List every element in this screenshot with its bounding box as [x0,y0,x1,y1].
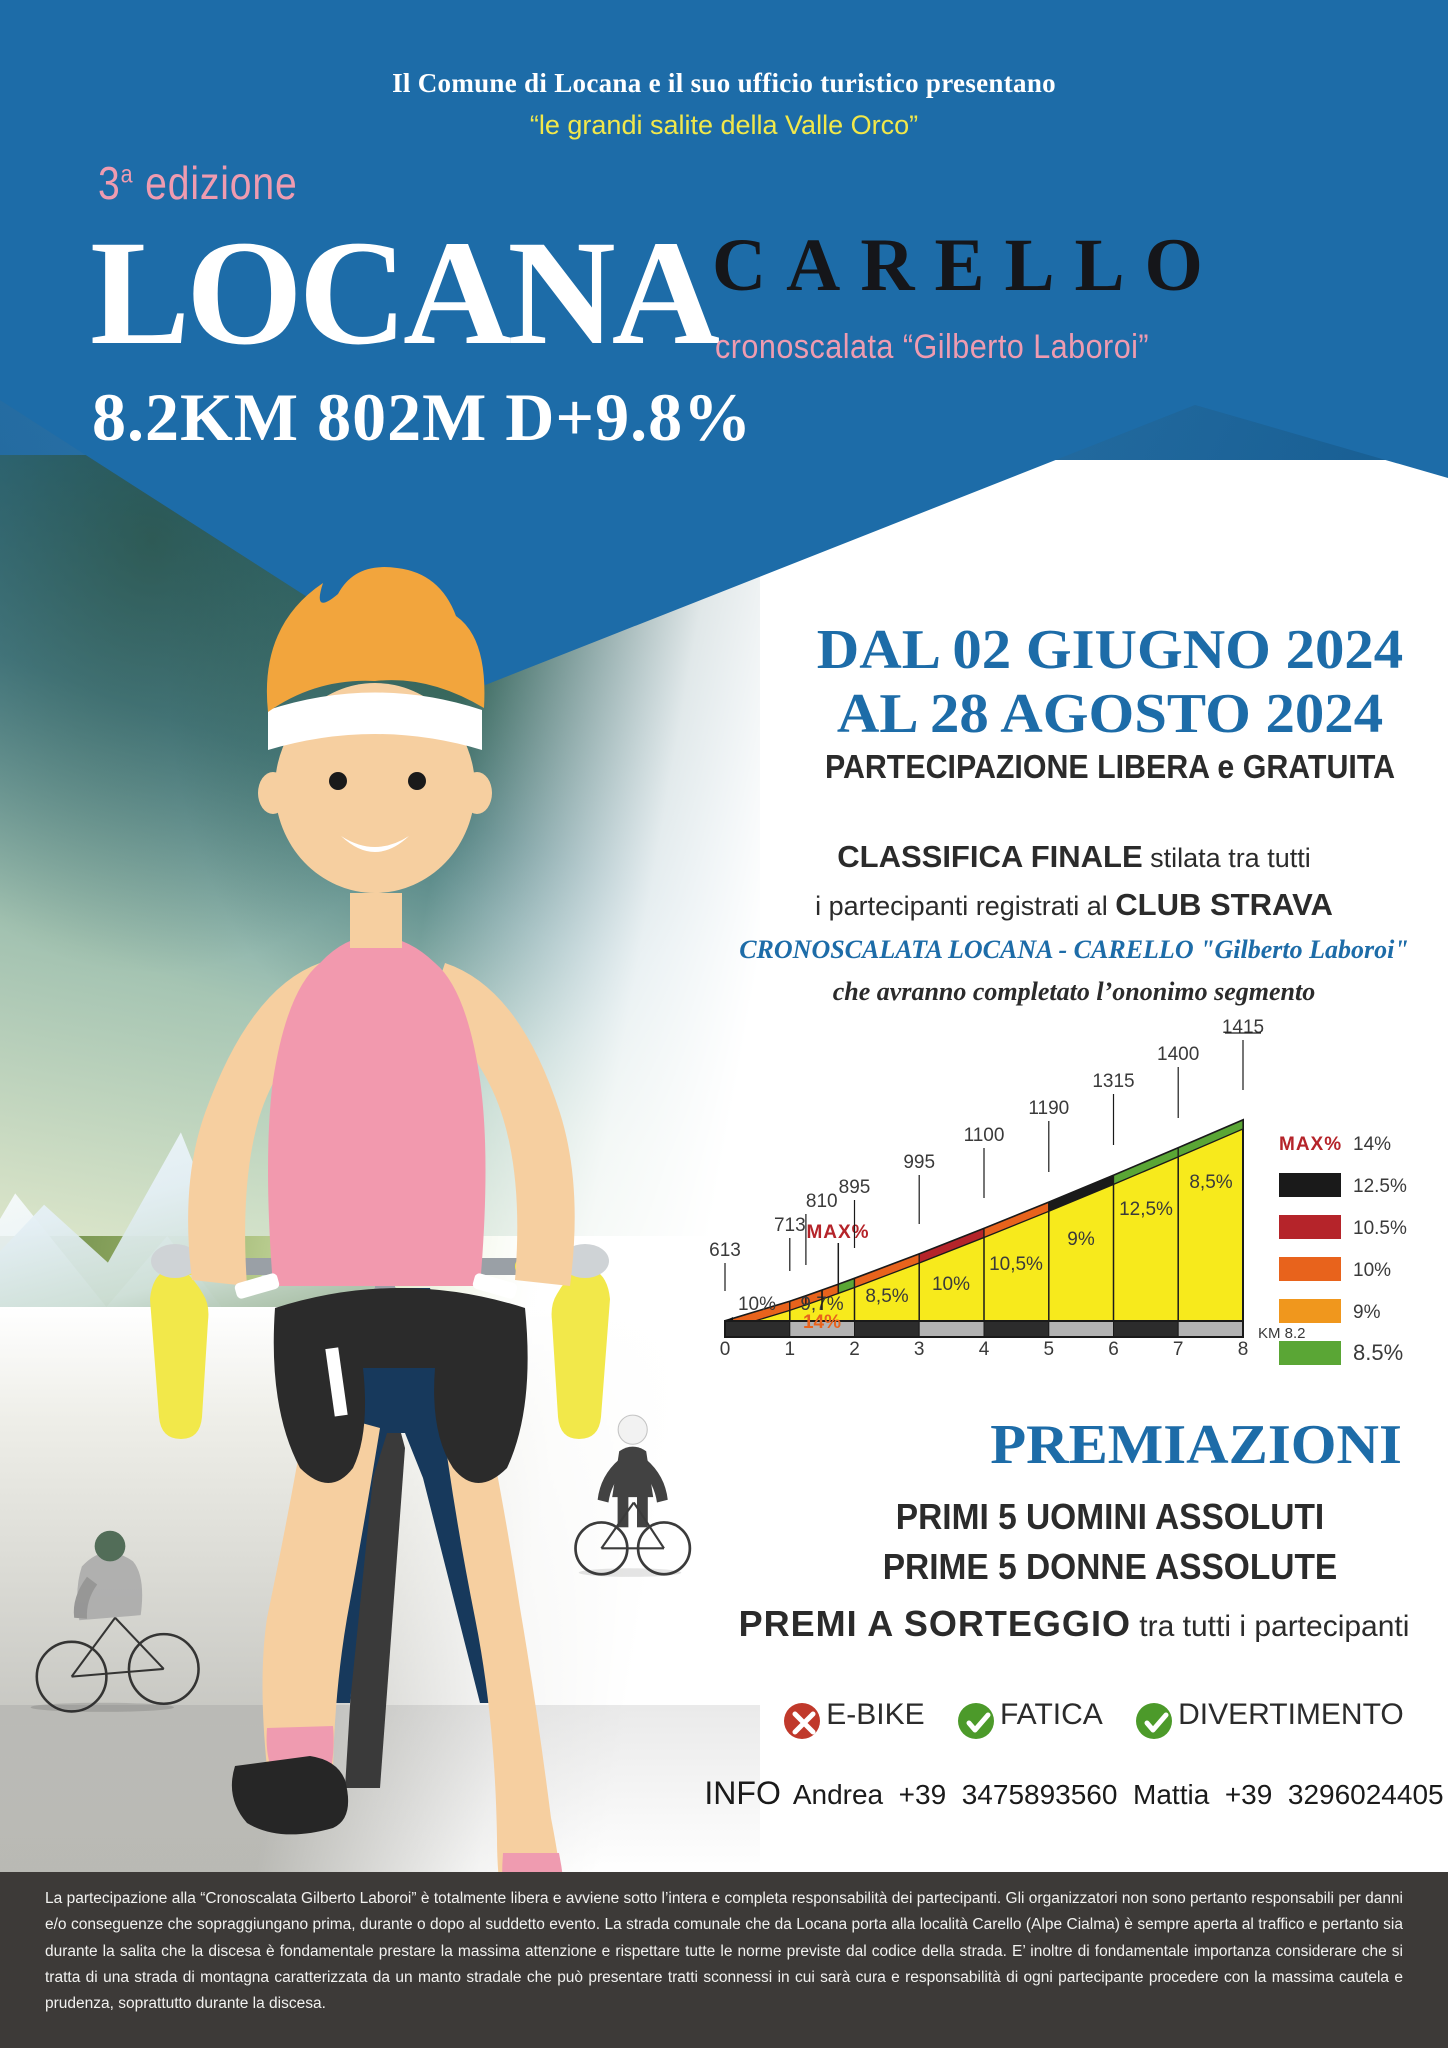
svg-text:810: 810 [806,1191,838,1212]
svg-text:KM 8.2: KM 8.2 [1258,1325,1306,1342]
svg-text:MAX%: MAX% [806,1222,869,1243]
svg-text:1415: 1415 [1222,1017,1264,1038]
svg-text:0: 0 [720,1339,731,1360]
svg-text:1: 1 [785,1339,796,1360]
svg-text:10,5%: 10,5% [989,1254,1043,1275]
svg-text:6: 6 [1108,1339,1119,1360]
svg-text:895: 895 [839,1177,871,1198]
svg-text:1100: 1100 [964,1125,1005,1146]
svg-text:14%: 14% [1353,1134,1391,1155]
svg-text:9%: 9% [1067,1229,1095,1250]
svg-text:1400: 1400 [1157,1044,1199,1065]
svg-text:8: 8 [1238,1339,1249,1360]
svg-text:613: 613 [709,1240,741,1261]
svg-text:7: 7 [1173,1339,1184,1360]
svg-text:10%: 10% [932,1274,970,1295]
svg-text:8,5%: 8,5% [865,1286,908,1307]
svg-text:2: 2 [849,1339,860,1360]
svg-text:10%: 10% [1353,1260,1391,1281]
svg-text:8,5%: 8,5% [1189,1172,1232,1193]
svg-text:4: 4 [979,1339,990,1360]
svg-text:12,5%: 12,5% [1119,1199,1173,1220]
svg-text:12.5%: 12.5% [1353,1176,1407,1197]
svg-text:8.5%: 8.5% [1353,1340,1403,1365]
svg-text:9%: 9% [1353,1302,1381,1323]
svg-text:14%: 14% [803,1312,841,1333]
svg-text:MAX%: MAX% [1279,1134,1342,1155]
svg-text:3: 3 [914,1339,925,1360]
svg-text:10%: 10% [738,1294,776,1315]
svg-text:5: 5 [1044,1339,1055,1360]
svg-text:995: 995 [903,1152,935,1173]
svg-text:713: 713 [774,1215,806,1236]
svg-text:10.5%: 10.5% [1353,1218,1407,1239]
svg-text:1190: 1190 [1028,1098,1069,1119]
svg-text:1315: 1315 [1092,1071,1134,1092]
